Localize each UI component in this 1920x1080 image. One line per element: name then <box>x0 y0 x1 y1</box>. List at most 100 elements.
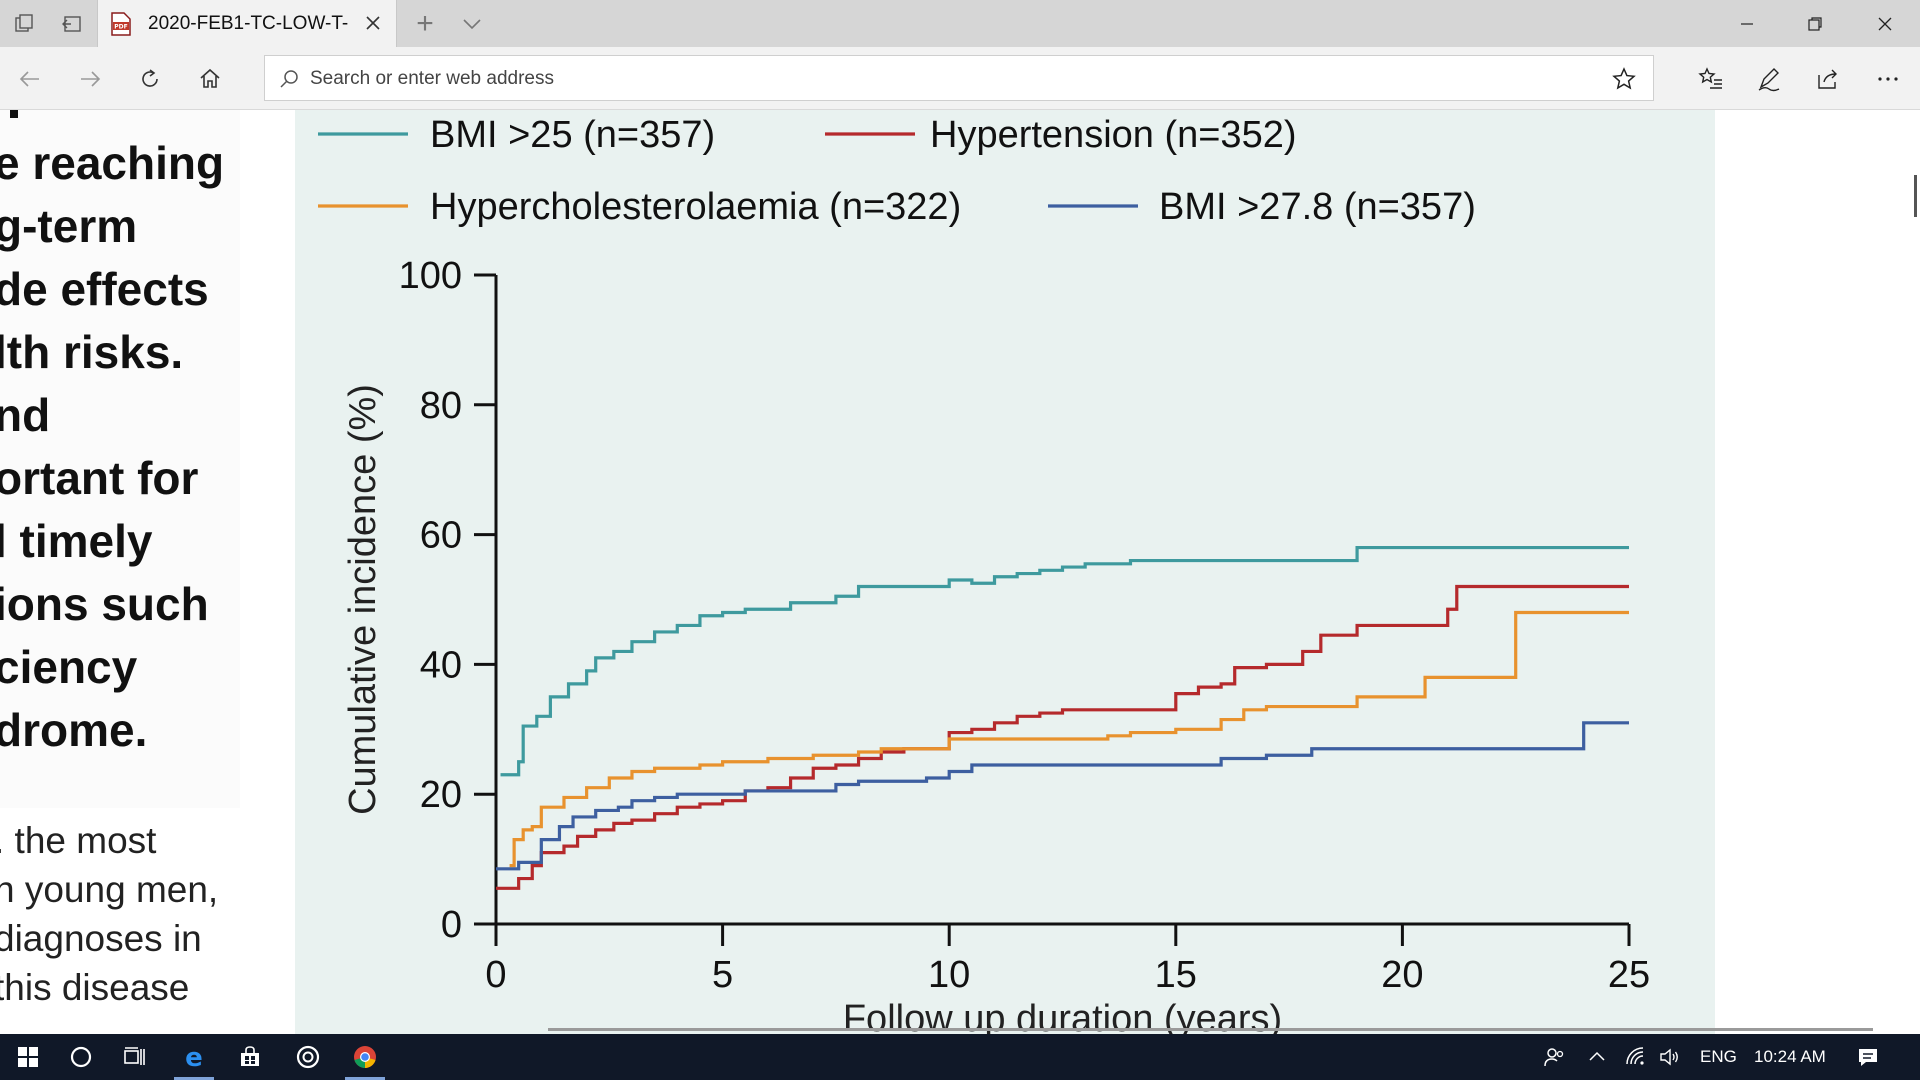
horizontal-scrollbar[interactable] <box>548 1028 1873 1031</box>
new-tab-button[interactable]: + <box>405 6 445 42</box>
pdf-icon: PDF <box>110 12 132 36</box>
heading-line: ions such <box>0 578 209 630</box>
plus-icon: + <box>416 7 434 40</box>
forward-button[interactable] <box>72 61 108 97</box>
favorites-list-icon <box>1698 67 1722 89</box>
share-icon <box>1818 69 1837 89</box>
refresh-icon <box>142 69 158 87</box>
heading-line: drome. <box>0 704 148 756</box>
back-button[interactable] <box>12 61 48 97</box>
back-arrow-icon <box>19 71 39 87</box>
heading-line: lth risks. <box>0 326 184 378</box>
input-language[interactable]: ENG <box>1700 1047 1737 1066</box>
restore-button[interactable] <box>1780 0 1850 47</box>
store-bag-icon <box>241 1046 259 1066</box>
notes-button[interactable] <box>1751 61 1787 97</box>
cortana-circle-icon <box>70 1046 92 1068</box>
address-bar[interactable]: Search or enter web address <box>264 55 1654 101</box>
more-options-button[interactable] <box>1870 61 1906 97</box>
refresh-button[interactable] <box>132 61 168 97</box>
tab-title: 2020-FEB1-TC-LOW-T-t <box>148 13 348 34</box>
active-indicator <box>345 1077 385 1080</box>
y-tick-label-0: 0 <box>441 904 462 946</box>
task-view-button[interactable] <box>106 1034 162 1080</box>
people-button[interactable] <box>1526 1034 1582 1080</box>
body-text-line: this disease <box>0 967 190 1008</box>
y-tick-label-20: 20 <box>420 774 462 816</box>
search-icon <box>277 67 301 91</box>
edge-browser-icon: e <box>185 1043 203 1071</box>
pdf-viewer[interactable]: e reaching g-term de effects lth risks. … <box>0 110 1920 1034</box>
x-tick-label-20: 20 <box>1381 954 1423 996</box>
heading-line: g-term <box>0 200 138 252</box>
series-line-3 <box>509 610 1629 868</box>
task-view-icon <box>124 1047 145 1065</box>
action-center-button[interactable] <box>1843 1034 1893 1080</box>
speaker-icon <box>1660 1048 1678 1066</box>
legend-label-3: Hypercholesterolaemia (n=322) <box>430 186 961 228</box>
series-line-1 <box>500 545 1629 777</box>
taskbar-chrome-app[interactable] <box>337 1034 393 1080</box>
x-tick-label-5: 5 <box>712 954 733 996</box>
clock[interactable]: 10:24 AM <box>1754 1047 1826 1066</box>
heading-line: ciency <box>0 641 138 693</box>
set-aside-tabs-icon[interactable] <box>58 10 86 38</box>
body-text-line: . the most <box>0 820 157 861</box>
active-indicator <box>174 1077 214 1080</box>
y-tick-label-80: 80 <box>420 385 462 427</box>
figure-panel: 0 20 40 60 80 100 0 5 10 15 20 25 Cumulative inciden… <box>295 110 1715 1034</box>
favorite-star-icon[interactable] <box>1611 66 1637 92</box>
tab-preview-icon[interactable] <box>10 10 38 38</box>
vertical-scrollbar-thumb[interactable] <box>1914 175 1917 217</box>
home-button[interactable] <box>192 61 228 97</box>
close-tab-icon[interactable] <box>363 13 383 33</box>
show-hidden-icons-button[interactable] <box>1572 1034 1622 1080</box>
y-tick-label-40: 40 <box>420 644 462 686</box>
close-icon <box>1878 17 1892 30</box>
taskbar-edge-app[interactable]: e <box>166 1034 222 1080</box>
legend-label-4: BMI >27.8 (n=357) <box>1159 186 1476 228</box>
volume-button[interactable] <box>1646 1034 1694 1080</box>
share-button[interactable] <box>1810 61 1846 97</box>
body-text-line: diagnoses in <box>0 918 202 959</box>
close-window-button[interactable] <box>1850 0 1920 47</box>
document-text-column <box>0 110 240 808</box>
tab-active[interactable]: PDF 2020-FEB1-TC-LOW-T-t <box>97 0 397 47</box>
network-button[interactable] <box>1612 1034 1660 1080</box>
heading-line: e reaching <box>0 137 225 189</box>
taskbar-store-app[interactable] <box>222 1034 278 1080</box>
svg-text:PDF: PDF <box>114 24 127 31</box>
partial-glyph <box>10 110 18 118</box>
pen-icon <box>1758 68 1780 92</box>
cortana-button[interactable] <box>53 1034 109 1080</box>
minimize-button[interactable] <box>1712 0 1782 47</box>
windows-logo-icon <box>18 1047 38 1067</box>
legend-label-2: Hypertension (n=352) <box>930 114 1297 156</box>
restore-icon <box>1808 16 1822 31</box>
x-tick-label-15: 15 <box>1155 954 1197 996</box>
address-placeholder: Search or enter web address <box>310 68 554 89</box>
people-icon <box>1544 1048 1564 1067</box>
y-tick-label-60: 60 <box>420 515 462 557</box>
taskbar: e ENG 10:24 AM <box>0 1034 1920 1080</box>
forward-arrow-icon <box>81 71 101 87</box>
x-tick-label-0: 0 <box>485 954 506 996</box>
series-line-4 <box>496 721 1629 871</box>
title-bar: PDF 2020-FEB1-TC-LOW-T-t + <box>0 0 1920 47</box>
tab-list-chevron-icon[interactable] <box>460 14 484 34</box>
series-line-2 <box>496 584 1629 890</box>
notification-icon <box>1859 1049 1877 1066</box>
heading-line: l timely <box>0 515 153 567</box>
y-axis-label: Cumulative incidence (%) <box>342 384 384 815</box>
minimize-icon <box>1741 22 1753 25</box>
taskbar-app-circle[interactable] <box>280 1034 336 1080</box>
heading-line: nd <box>0 389 51 441</box>
heading-line: ortant for <box>0 452 199 504</box>
body-text-line: n young men, <box>0 869 219 910</box>
camera-ring-icon <box>296 1045 320 1069</box>
start-button[interactable] <box>0 1034 56 1080</box>
cumulative-incidence-chart: 0 20 40 60 80 100 0 5 10 15 20 25 Cumulative inciden… <box>318 114 1650 1034</box>
favorites-hub-button[interactable] <box>1693 61 1729 97</box>
navigation-bar: Search or enter web address <box>0 47 1920 110</box>
y-tick-label-100: 100 <box>399 255 462 297</box>
